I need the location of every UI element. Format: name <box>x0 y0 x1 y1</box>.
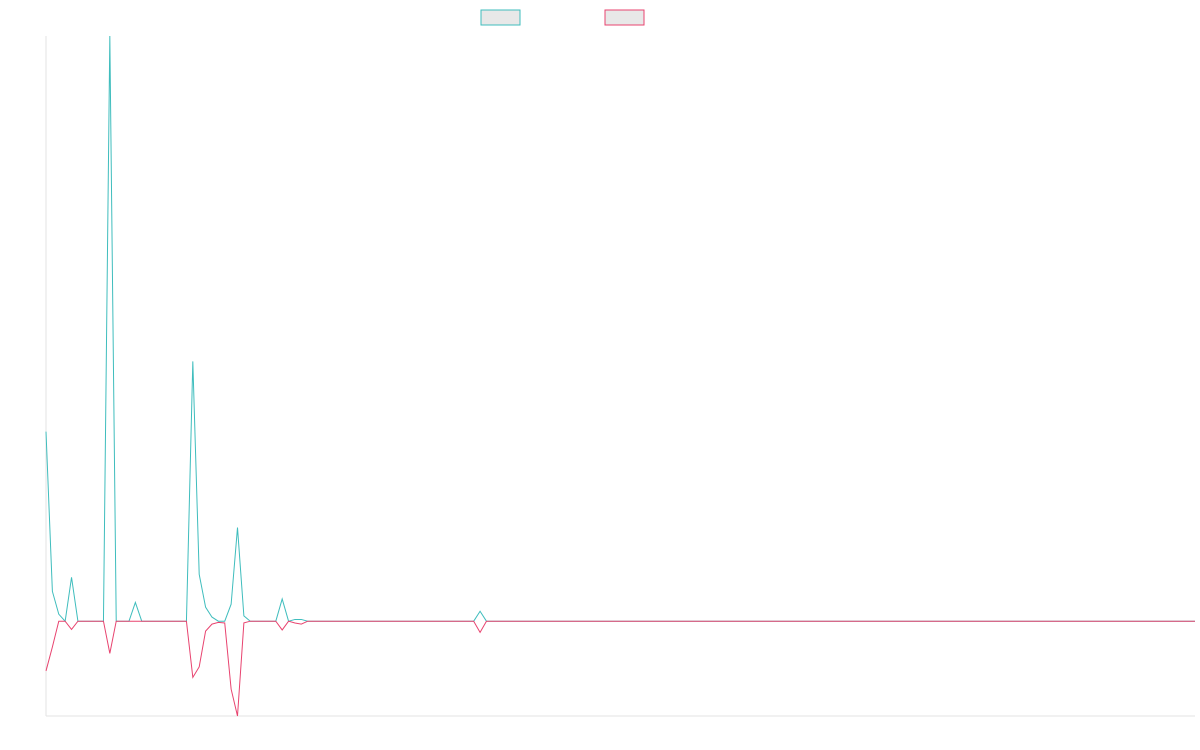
series-line <box>45 35 1195 623</box>
legend-swatch[interactable] <box>480 9 521 26</box>
series-line <box>45 620 1195 717</box>
legend-swatch[interactable] <box>604 9 645 26</box>
